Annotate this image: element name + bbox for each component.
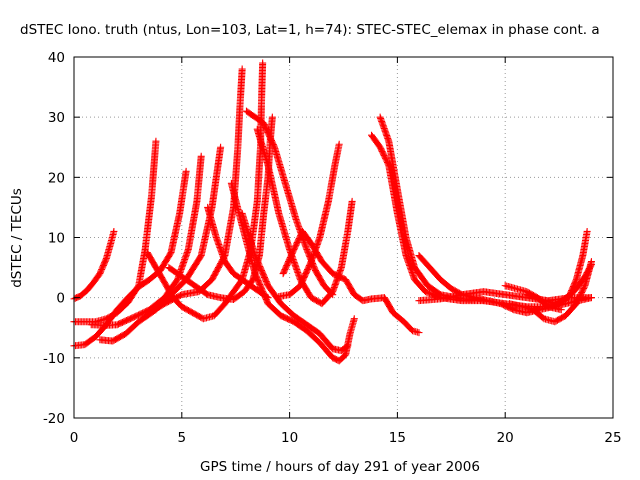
data-series (275, 140, 343, 300)
x-tick-label: 20 (497, 430, 514, 446)
data-series (279, 227, 423, 337)
data-point (587, 261, 595, 269)
axis-ticks (73, 56, 614, 419)
grid-lines (74, 57, 613, 418)
data-point (348, 197, 356, 205)
data-point (415, 329, 423, 337)
data-series (70, 227, 118, 303)
data-point (259, 59, 267, 67)
data-point (350, 315, 358, 323)
y-tick-label: -20 (43, 411, 65, 427)
y-tick-label: 40 (48, 50, 65, 66)
data-point (268, 113, 276, 121)
data-series (87, 152, 205, 329)
x-tick-label: 5 (178, 430, 187, 446)
y-tick-label: 20 (48, 170, 65, 186)
data-point (197, 152, 205, 160)
tick-labels: 0 5 10 15 20 25 -20 -10 0 10 20 30 40 (43, 50, 622, 446)
x-tick-label: 15 (389, 430, 406, 446)
data-point (110, 227, 118, 235)
data-point (335, 140, 343, 148)
data-point (182, 167, 190, 175)
data-point (328, 290, 336, 298)
data-series (376, 113, 565, 314)
data-point (329, 291, 337, 299)
chart-title: dSTEC Iono. truth (ntus, Lon=103, Lat=1,… (20, 22, 600, 38)
data-series (523, 261, 595, 308)
data-point (583, 227, 591, 235)
x-tick-label: 0 (70, 430, 79, 446)
y-tick-label: 30 (48, 110, 65, 126)
data-point (238, 65, 246, 73)
x-tick-label: 10 (281, 430, 298, 446)
data-series (253, 125, 356, 308)
data-series (242, 107, 337, 299)
y-tick-label: 0 (56, 291, 65, 307)
data-markers (70, 59, 595, 365)
y-axis-label: dSTEC / TECUs (9, 188, 25, 288)
data-point (343, 343, 351, 351)
data-point (152, 137, 160, 145)
data-point (344, 342, 352, 350)
data-point (217, 143, 225, 151)
y-tick-label: 10 (48, 231, 65, 247)
data-series (368, 131, 488, 305)
data-series (70, 167, 190, 350)
y-tick-label: -10 (43, 351, 65, 367)
data-point (587, 294, 595, 302)
data-point (587, 262, 595, 270)
data-series (238, 209, 352, 355)
x-axis-label: GPS time / hours of day 291 of year 2006 (200, 459, 480, 475)
x-tick-label: 25 (604, 430, 621, 446)
